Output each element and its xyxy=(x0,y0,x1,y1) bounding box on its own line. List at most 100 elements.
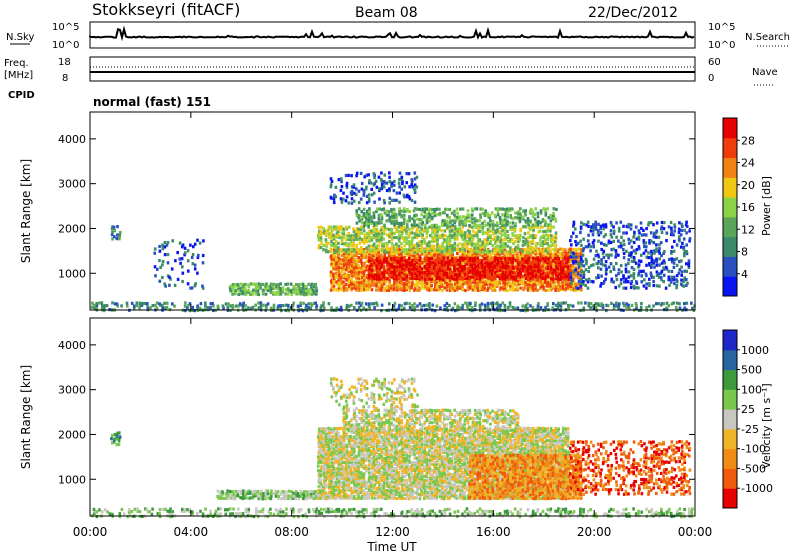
power-cell xyxy=(502,238,505,242)
power-cell xyxy=(556,275,560,279)
power-cell xyxy=(471,257,474,261)
power-cell xyxy=(264,292,268,296)
power-cell xyxy=(277,283,280,287)
power-cell xyxy=(552,268,555,272)
power-cell xyxy=(624,280,628,284)
power-cell xyxy=(362,266,365,270)
power-cell xyxy=(163,240,167,245)
power-cell xyxy=(436,242,439,246)
power-cell xyxy=(464,301,467,305)
power-cell xyxy=(632,235,635,239)
power-cell xyxy=(423,277,427,281)
power-cell xyxy=(569,251,573,255)
power-cell xyxy=(619,220,623,224)
power-cell xyxy=(431,231,434,235)
power-cell xyxy=(580,248,583,252)
power-cell xyxy=(468,233,472,237)
power-cell xyxy=(501,271,505,275)
power-cell xyxy=(307,290,310,294)
power-cell xyxy=(592,243,595,248)
power-cell xyxy=(299,286,303,291)
power-cell xyxy=(567,254,570,258)
power-cell xyxy=(546,235,550,239)
power-cell xyxy=(580,257,583,261)
power-cell xyxy=(456,231,460,235)
power-cell xyxy=(438,250,441,254)
power-cell xyxy=(615,301,618,305)
power-cell xyxy=(592,227,596,231)
power-cell xyxy=(383,173,387,177)
power-cell xyxy=(575,243,578,247)
power-cell xyxy=(410,178,414,182)
power-cell xyxy=(448,207,452,212)
power-cell xyxy=(456,267,459,271)
power-cell xyxy=(189,243,192,247)
power-colorbar-swatch xyxy=(723,157,737,178)
power-cell xyxy=(368,280,372,284)
power-cell xyxy=(677,230,681,235)
power-cell xyxy=(486,231,489,235)
power-cell xyxy=(441,211,445,215)
power-cell xyxy=(438,267,442,271)
power-cell xyxy=(665,267,669,271)
power-cell xyxy=(536,241,540,246)
power-cell xyxy=(455,288,459,292)
power-cell xyxy=(451,277,455,281)
power-cell xyxy=(180,245,184,249)
power-cell xyxy=(247,283,250,287)
power-cell xyxy=(579,284,583,288)
power-cell xyxy=(413,171,417,175)
power-cell xyxy=(224,302,228,306)
power-cell xyxy=(143,301,147,306)
power-cell xyxy=(405,223,409,227)
power-cell xyxy=(310,289,313,293)
power-cell xyxy=(662,251,665,255)
power-cell xyxy=(355,209,358,213)
power-cell xyxy=(516,271,520,275)
power-cell xyxy=(546,273,549,277)
power-cell xyxy=(456,263,459,267)
power-cell xyxy=(491,301,494,305)
power-cell xyxy=(421,284,424,288)
power-cell xyxy=(453,237,457,241)
power-cell xyxy=(506,269,509,273)
power-cell xyxy=(307,282,310,286)
power-cell xyxy=(537,269,540,273)
power-cell xyxy=(450,288,454,292)
power-cell xyxy=(501,223,504,227)
power-cell xyxy=(451,254,454,258)
power-cell xyxy=(329,272,333,276)
power-cell xyxy=(574,262,578,266)
power-cell xyxy=(465,304,469,308)
power-cell xyxy=(589,245,593,249)
power-cell xyxy=(679,245,683,249)
power-cell xyxy=(395,242,398,246)
power-cell xyxy=(536,225,539,229)
power-cell xyxy=(419,231,422,235)
power-cell xyxy=(232,288,235,292)
power-cell xyxy=(209,306,212,310)
power-cell xyxy=(602,255,606,260)
power-cell xyxy=(400,252,403,256)
power-cell xyxy=(231,292,234,296)
power-cell xyxy=(586,220,590,224)
power-cell xyxy=(373,200,376,204)
power-cell xyxy=(428,267,432,271)
power-cell xyxy=(350,276,353,280)
power-cell xyxy=(173,283,177,287)
power-cell xyxy=(388,171,391,175)
power-cell xyxy=(405,278,408,282)
power-cell xyxy=(488,276,492,281)
power-cell xyxy=(319,309,322,313)
power-cell xyxy=(652,304,655,308)
power-cell xyxy=(378,282,382,286)
power-cell xyxy=(660,227,663,231)
power-cell xyxy=(455,247,459,252)
power-cell xyxy=(549,280,552,284)
power-cell xyxy=(420,275,424,279)
power-cell xyxy=(533,217,537,221)
power-cell xyxy=(423,262,426,266)
power-cell xyxy=(350,285,354,290)
power-cell xyxy=(264,286,267,290)
power-cell xyxy=(377,231,381,236)
